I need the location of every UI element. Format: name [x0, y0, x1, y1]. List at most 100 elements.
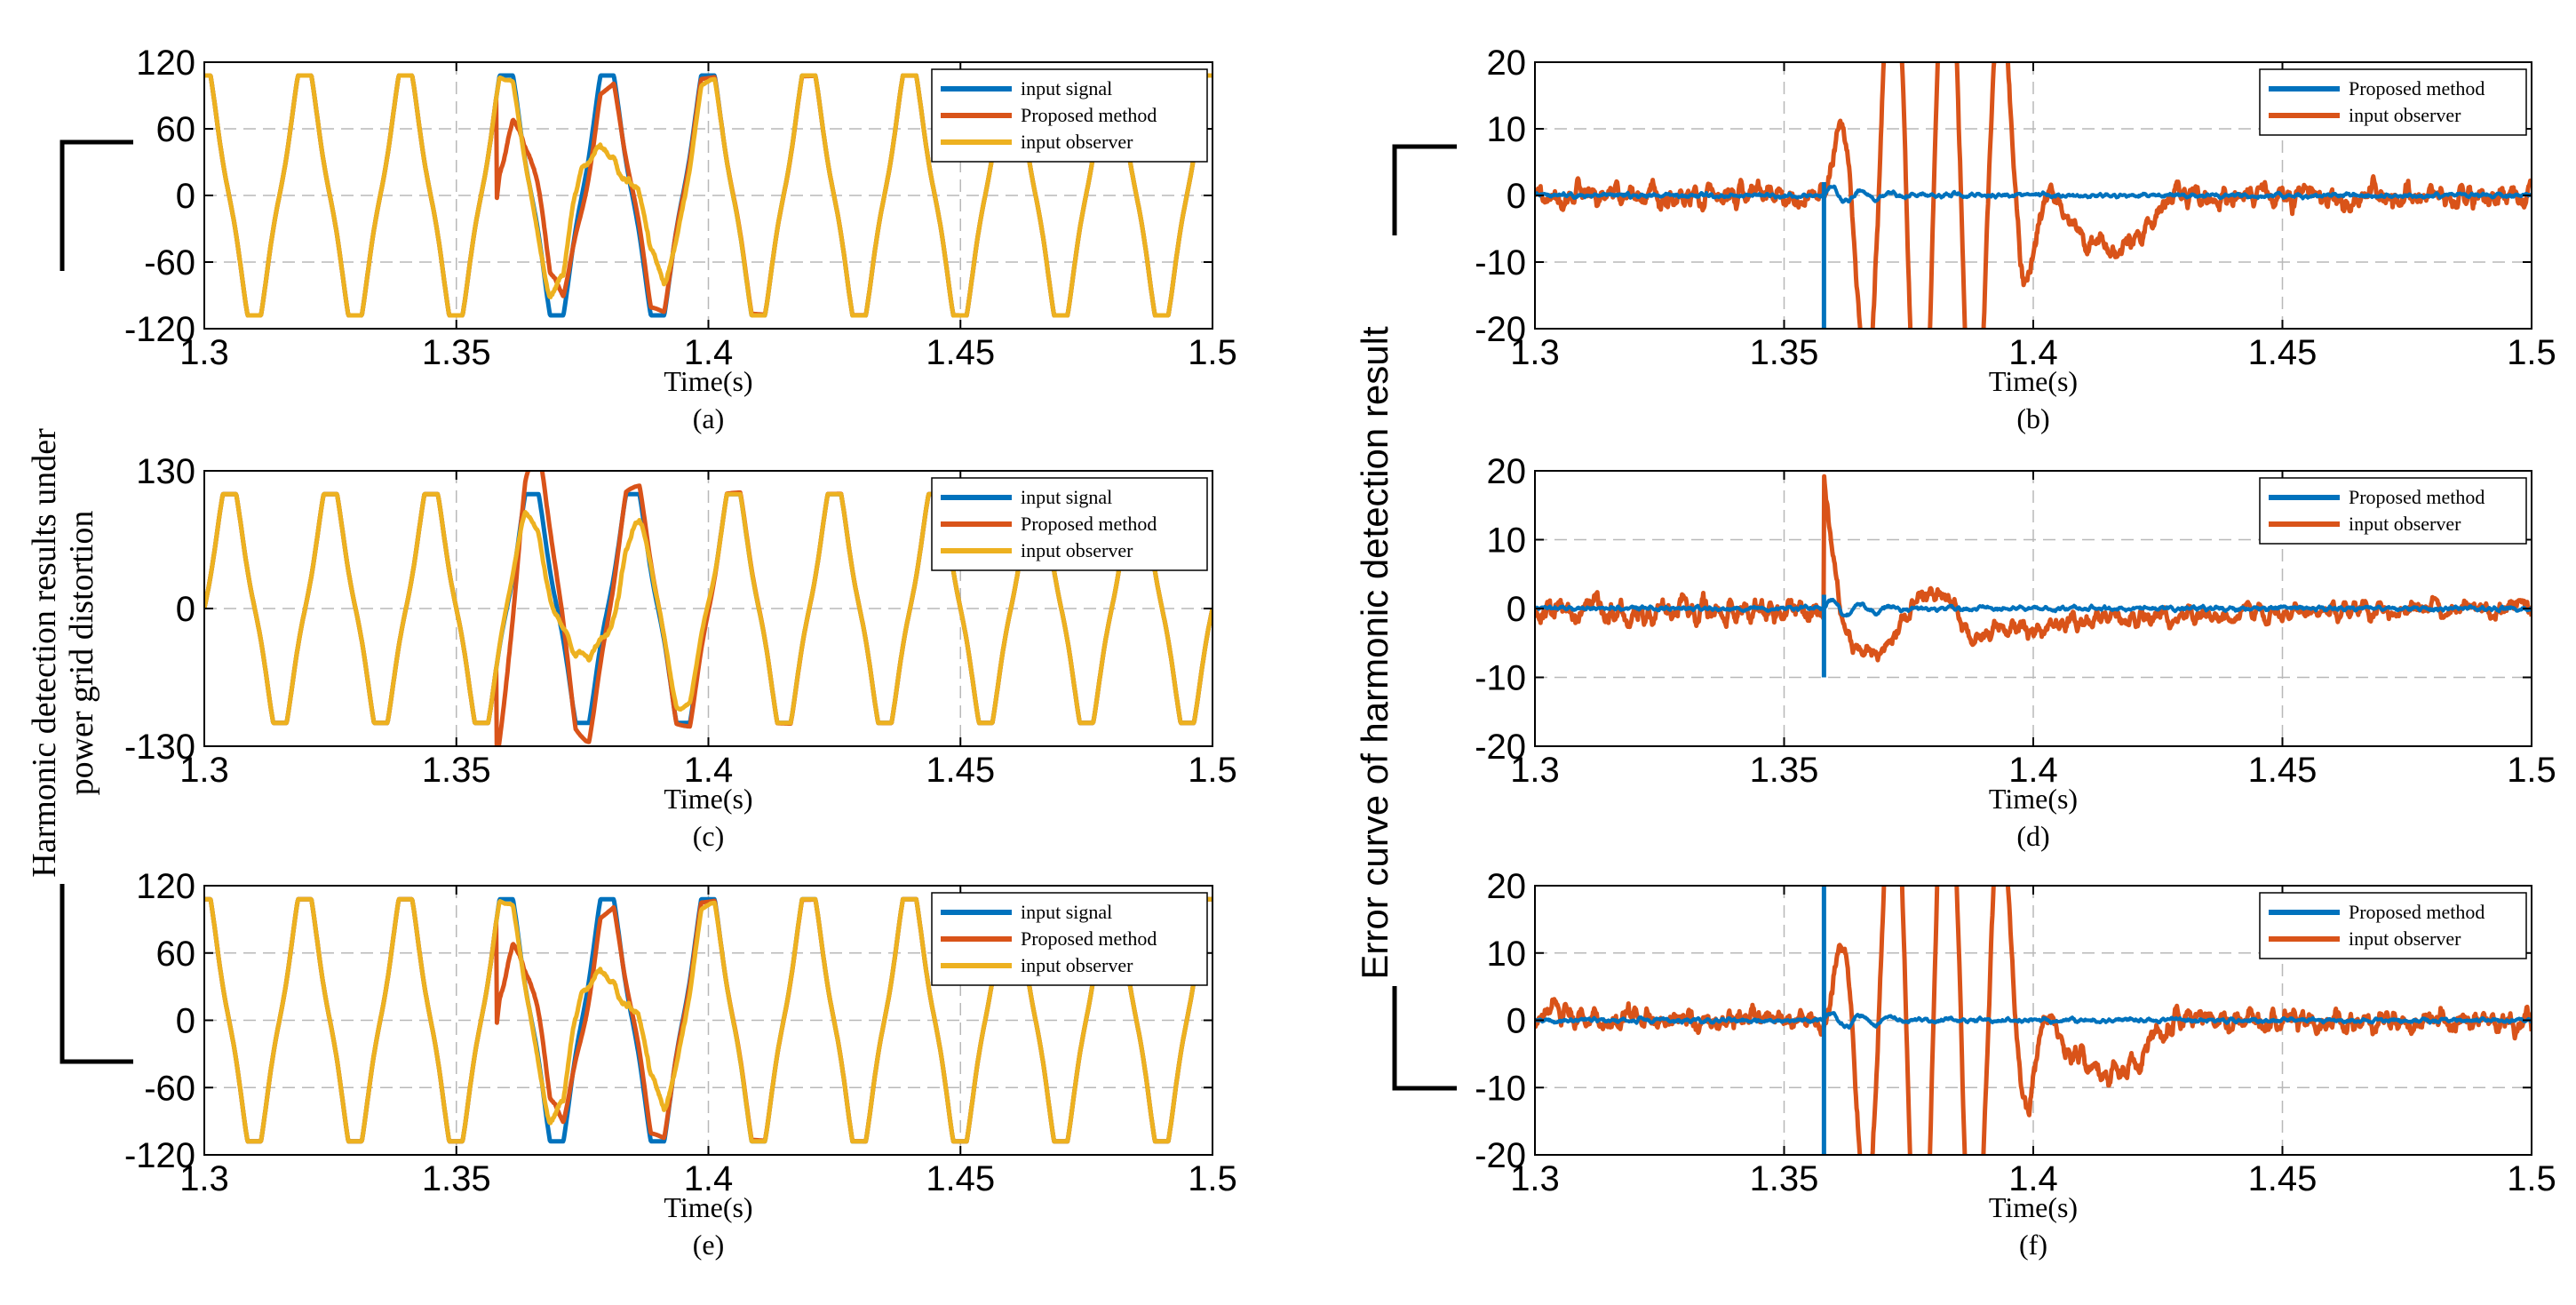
y-tick-label: 0 [1507, 1002, 1526, 1041]
y-tick-label: -20 [1475, 1136, 1526, 1175]
series-line-input-observer [204, 896, 1212, 1144]
legend-entry: Proposed method [1021, 927, 1157, 950]
y-tick-label: 120 [136, 867, 195, 906]
y-tick-label: -130 [124, 728, 195, 767]
chart-panel-c: 1.3 1.35 1.4 1.45 1.5 130 0 -130 Time(s) (c) input… [124, 452, 1237, 852]
legend-entry: Proposed method [1021, 104, 1157, 126]
x-tick-label: 1.35 [422, 333, 491, 372]
legend-entry: input observer [2349, 927, 2461, 950]
x-tick-label: 1.5 [2507, 1159, 2556, 1198]
x-axis-label: Time(s) [1989, 1191, 2078, 1223]
x-tick-label: 1.35 [1750, 751, 1819, 790]
left-bracket-top [60, 139, 133, 271]
legend: Proposed method input observer [2259, 892, 2527, 959]
chart-panel-f: 1.3 1.35 1.4 1.45 1.5 20 10 0 -10 -20 Time(s) (f) Pr… [1475, 867, 2556, 1261]
series-line-input-observer [204, 73, 1212, 318]
y-tick-label: 0 [1507, 177, 1526, 216]
legend-entry: Proposed method [2349, 77, 2485, 99]
y-tick-label: -10 [1475, 659, 1526, 698]
y-tick-label: -10 [1475, 243, 1526, 282]
y-tick-label: 60 [156, 935, 196, 974]
x-tick-label: 1.35 [1750, 1159, 1819, 1198]
chart-panels: 1.3 1.35 1.4 1.45 1.5 120 60 0 -60 -120 Time(s) (a)… [124, 44, 2556, 1261]
x-tick-label: 1.3 [1510, 1159, 1560, 1198]
x-tick-label: 1.35 [422, 1159, 491, 1198]
legend: input signal Proposed method input observe… [931, 68, 1208, 163]
y-tick-label: 20 [1487, 867, 1527, 906]
series-group [1535, 62, 2532, 329]
series-line-input-observer [1535, 473, 2532, 663]
y-tick-label: -120 [124, 310, 195, 349]
panel-label: (c) [693, 820, 725, 852]
x-tick-label: 1.3 [1510, 333, 1560, 372]
legend-entry: Proposed method [1021, 513, 1157, 535]
y-tick-label: -60 [144, 243, 195, 282]
x-tick-label: 1.45 [926, 333, 995, 372]
panel-label: (a) [693, 402, 725, 434]
x-tick-label: 1.5 [1188, 1159, 1237, 1198]
x-tick-label: 1.5 [2507, 333, 2556, 372]
legend-entry: Proposed method [2349, 901, 2485, 923]
legend-box [2259, 892, 2527, 959]
series-group [1535, 886, 2532, 1155]
x-axis-label: Time(s) [664, 365, 752, 397]
x-tick-label: 1.45 [2248, 333, 2318, 372]
legend: input signal Proposed method input observe… [931, 892, 1208, 986]
series-group [1535, 473, 2532, 678]
legend-entry: input signal [1021, 901, 1112, 923]
chart-panel-b: 1.3 1.35 1.4 1.45 1.5 20 10 0 -10 -20 Time(s) (b) Pr… [1475, 44, 2556, 434]
x-tick-label: 1.4 [684, 751, 734, 790]
x-tick-label: 1.3 [179, 1159, 229, 1198]
legend-entry: input observer [1021, 131, 1133, 153]
series-line-proposed-method [1535, 597, 2532, 618]
legend: Proposed method input observer [2259, 68, 2527, 136]
x-tick-label: 1.45 [2248, 1159, 2318, 1198]
panel-label: (b) [2016, 402, 2049, 434]
x-tick-label: 1.35 [1750, 333, 1819, 372]
x-axis-label: Time(s) [664, 1191, 752, 1223]
x-tick-label: 1.5 [1188, 751, 1237, 790]
legend-box [2259, 477, 2527, 545]
y-tick-label: 120 [136, 44, 195, 83]
right-bracket-bottom [1392, 986, 1457, 1091]
x-axis-label: Time(s) [664, 783, 752, 815]
x-tick-label: 1.45 [2248, 751, 2318, 790]
y-tick-label: -60 [144, 1069, 195, 1108]
series-group [204, 73, 1212, 318]
x-tick-label: 1.35 [422, 751, 491, 790]
x-tick-label: 1.3 [179, 751, 229, 790]
y-tick-label: 10 [1487, 521, 1527, 561]
y-tick-label: -10 [1475, 1069, 1526, 1108]
legend: input signal Proposed method input observe… [931, 477, 1208, 571]
y-tick-label: 0 [176, 590, 195, 629]
y-tick-label: 0 [176, 177, 195, 216]
legend-box [2259, 68, 2527, 136]
legend-entry: Proposed method [2349, 486, 2485, 508]
y-tick-label: -120 [124, 1136, 195, 1175]
x-axis-label: Time(s) [1989, 365, 2078, 397]
legend-entry: input signal [1021, 77, 1112, 99]
y-tick-label: 0 [176, 1002, 195, 1041]
right-bracket-top [1392, 144, 1457, 235]
chart-panel-e: 1.3 1.35 1.4 1.45 1.5 120 60 0 -60 -120 Time(s) (e)… [124, 867, 1237, 1261]
y-tick-label: 60 [156, 110, 196, 149]
legend-entry: input observer [2349, 513, 2461, 535]
series-line-proposed-method [1535, 1011, 2532, 1030]
y-tick-label: -20 [1475, 728, 1526, 767]
x-tick-label: 1.3 [1510, 751, 1560, 790]
right-ylabel: Error curve of harmonic detection result [1354, 326, 1395, 980]
panel-label: (f) [2019, 1229, 2047, 1261]
x-tick-label: 1.3 [179, 333, 229, 372]
legend-entry: input signal [1021, 486, 1112, 508]
legend-entry: input observer [2349, 104, 2461, 126]
panel-label: (e) [693, 1229, 725, 1261]
y-tick-label: 20 [1487, 452, 1527, 491]
x-tick-label: 1.5 [2507, 751, 2556, 790]
figure-brackets [60, 139, 1457, 1091]
series-line-proposed-method [1535, 184, 2532, 204]
x-tick-label: 1.4 [684, 1159, 734, 1198]
y-tick-label: -20 [1475, 310, 1526, 349]
x-tick-label: 1.45 [926, 1159, 995, 1198]
y-tick-label: 130 [136, 452, 195, 491]
series-group [204, 896, 1212, 1144]
